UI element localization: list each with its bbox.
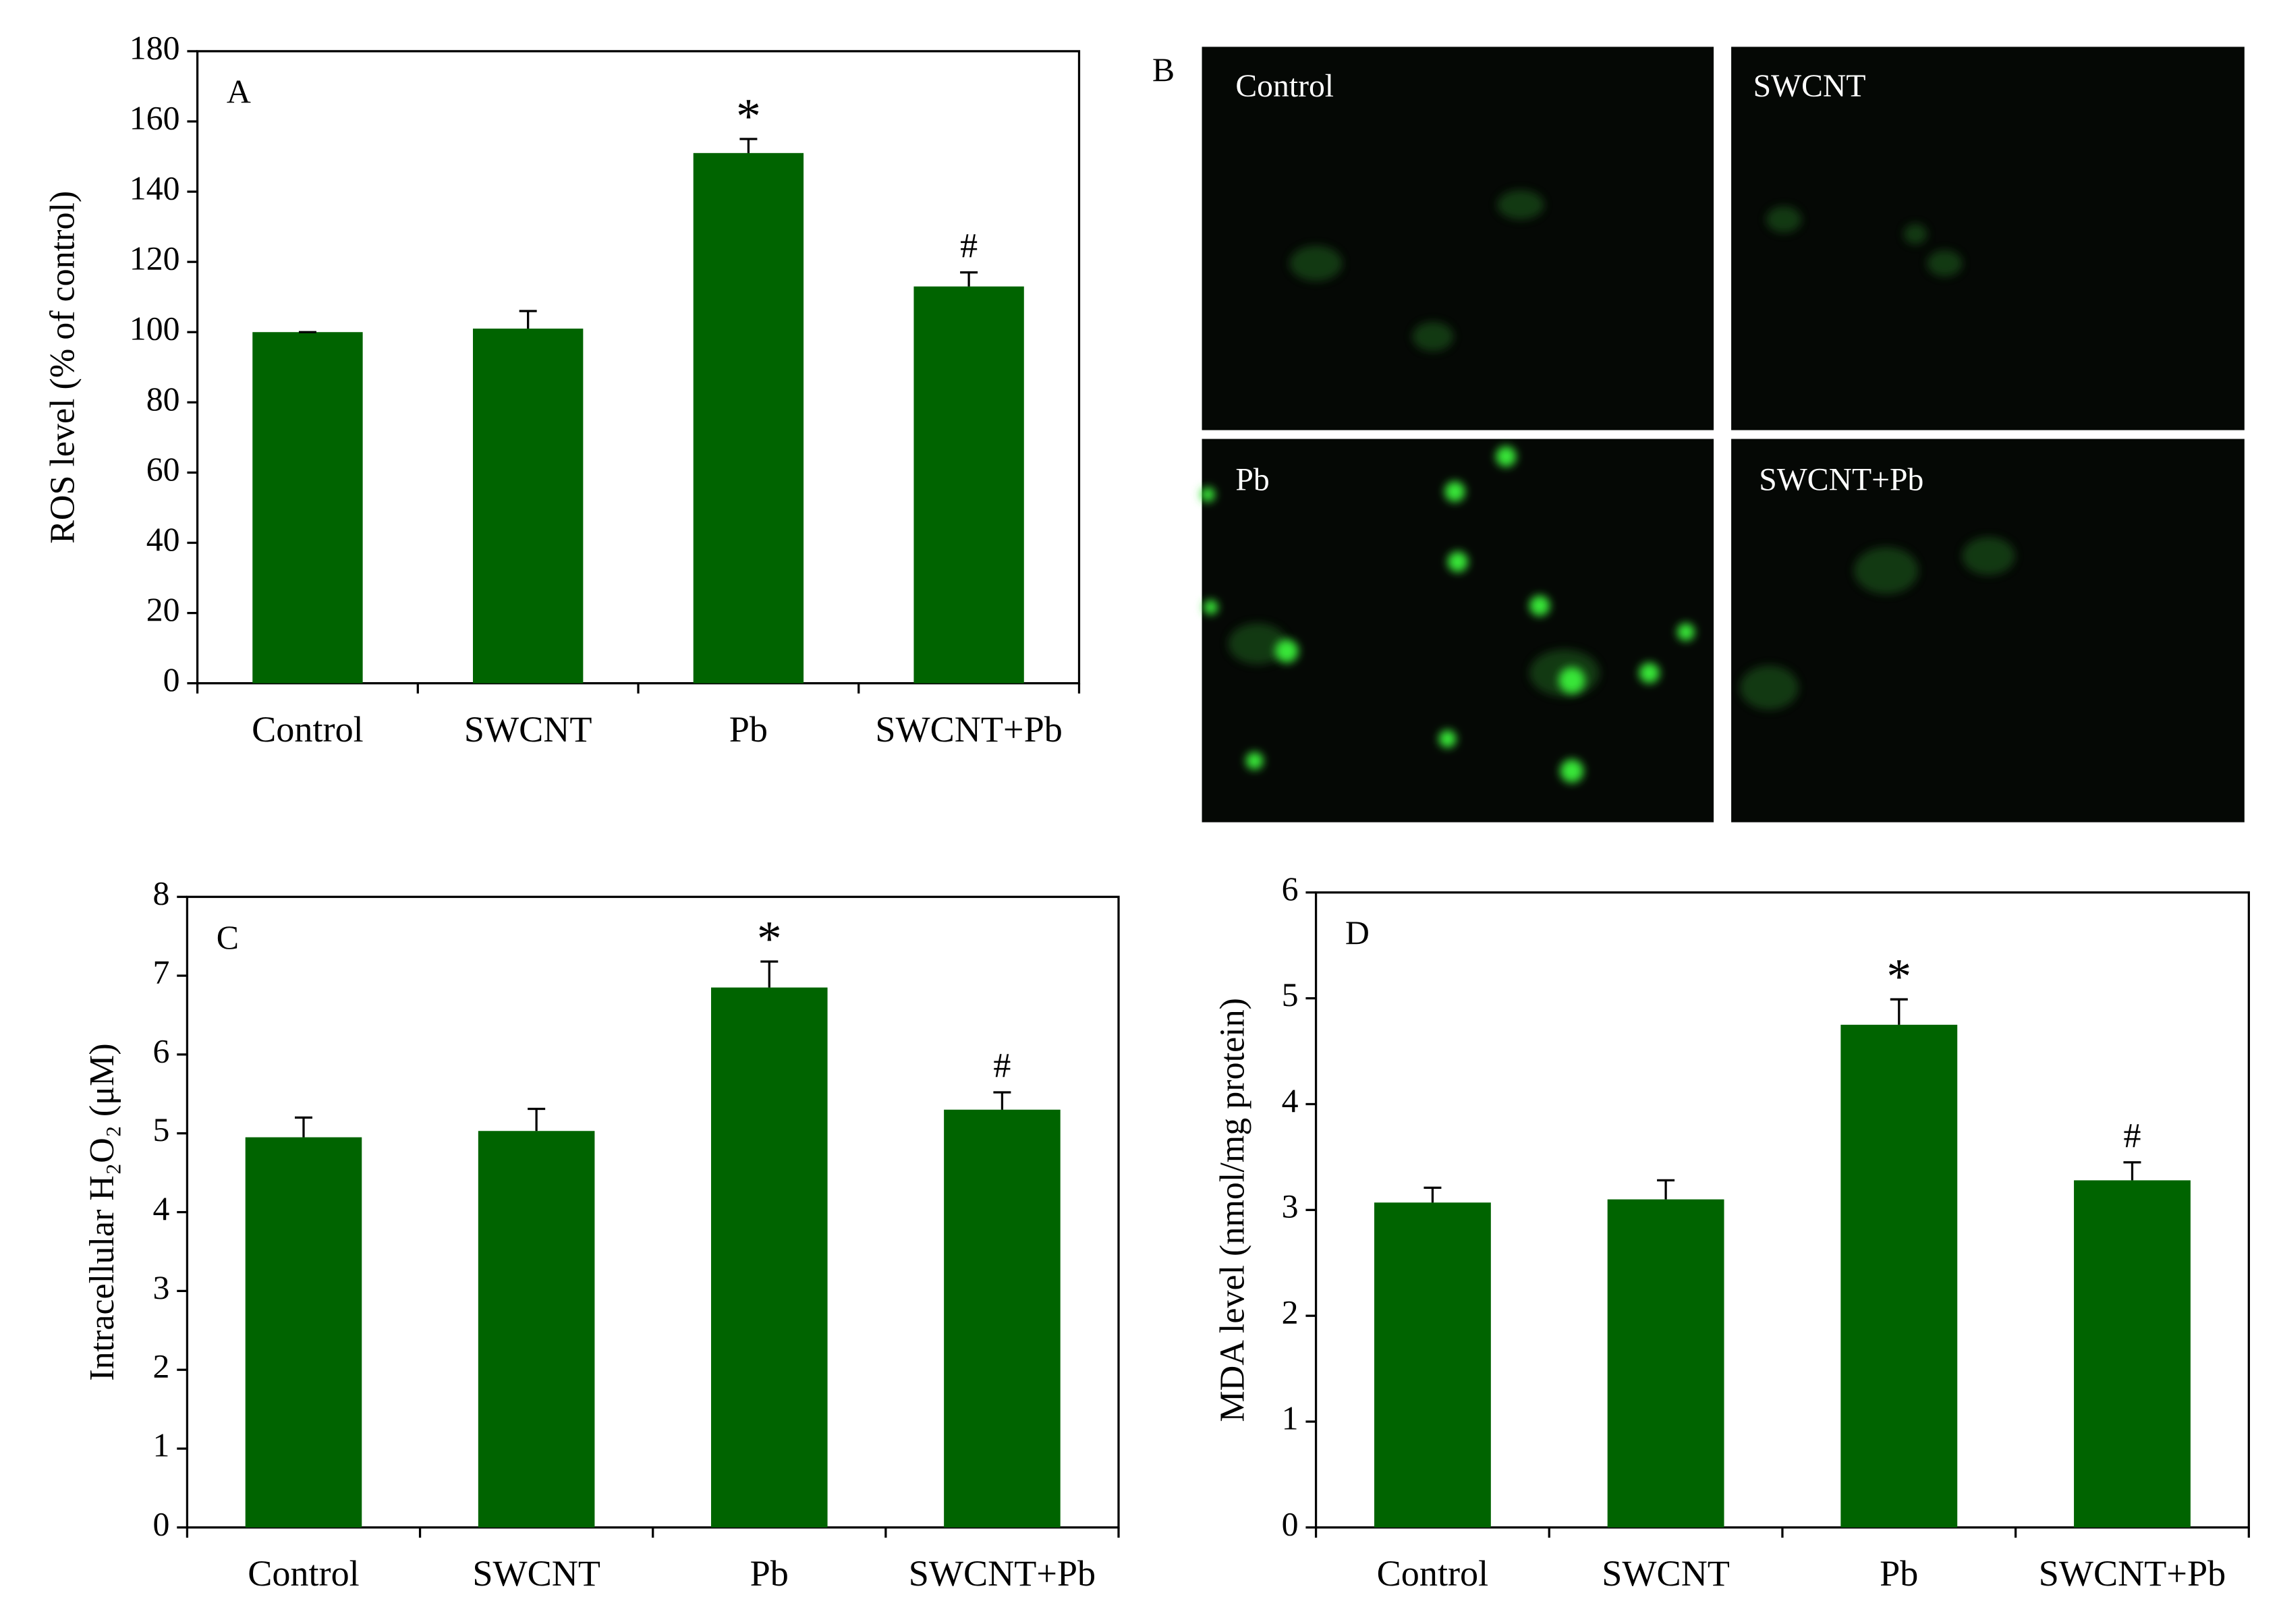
bar [245,1137,362,1528]
bar [1607,1199,1724,1528]
y-axis-label: MDA level (nmol/mg protein) [1213,998,1251,1422]
bar [913,286,1024,683]
significance-marker: * [757,911,782,966]
error-bar [993,1091,1011,1110]
x-tick-label: Pb [1880,1553,1918,1594]
error-bar [1890,998,1908,1025]
y-tick-label: 6 [1282,870,1299,907]
micrograph-title: Control [1235,69,1334,104]
y-tick-label: 20 [146,591,180,628]
y-tick-label: 0 [152,1505,169,1542]
x-tick-label: SWCNT [472,1553,600,1594]
x-tick-label: SWCNT [464,709,592,750]
bar [710,987,828,1528]
y-tick-label: 3 [152,1269,169,1306]
panel-label: B [1152,51,1175,88]
error-bar [1657,1179,1675,1200]
y-tick-label: 5 [152,1111,169,1148]
panel-label: A [227,73,251,110]
micrograph-title: SWCNT+Pb [1759,463,1923,498]
x-tick-label: Pb [750,1553,789,1594]
x-tick-label: SWCNT+Pb [909,1553,1096,1594]
significance-marker: * [736,88,761,144]
bar [693,152,804,683]
bar [2074,1180,2191,1528]
micrograph [1202,47,1714,430]
error-bar [1424,1186,1442,1203]
y-tick-label: 7 [152,954,169,991]
bar [472,329,584,683]
panel-label: C [217,919,239,956]
micrograph [1202,439,1714,822]
significance-marker: # [960,227,978,265]
x-tick-label: SWCNT+Pb [875,709,1062,750]
y-tick-label: 3 [1282,1188,1299,1225]
significance-marker: * [1886,949,1911,1004]
error-bar [294,1116,312,1138]
y-tick-label: 2 [1282,1294,1299,1331]
error-bar [739,138,758,153]
y-axis-label: Intracellular H₂O₂ (μM) [83,1043,121,1380]
bar [478,1131,595,1528]
cells [1228,190,2015,710]
x-tick-label: Pb [729,709,768,750]
significance-marker: # [993,1046,1011,1085]
bar [1840,1024,1958,1528]
micrograph [1731,439,2245,822]
x-tick-label: Control [1377,1553,1489,1594]
y-tick-label: 8 [152,875,169,912]
y-tick-label: 6 [152,1032,169,1069]
y-axis-label: ROS level (% of control) [43,191,82,544]
error-bar [2123,1161,2141,1181]
panel-label: D [1345,914,1370,951]
bright-cells [1200,446,1695,783]
y-tick-label: 1 [152,1426,169,1463]
significance-marker: # [2123,1117,2141,1155]
micrograph-grid [1200,47,2245,822]
y-tick-label: 2 [152,1348,169,1385]
y-tick-label: 4 [1282,1082,1299,1119]
y-tick-label: 160 [130,99,180,136]
y-tick-label: 4 [152,1190,169,1227]
y-tick-label: 180 [130,29,180,66]
error-bar [760,960,779,988]
bar [944,1109,1061,1528]
micrograph-title: Pb [1235,463,1269,498]
y-tick-label: 0 [1282,1505,1299,1542]
y-tick-label: 0 [163,661,180,698]
error-bar [960,271,978,287]
bar [252,332,363,683]
x-tick-label: SWCNT [1602,1553,1730,1594]
error-bar [519,310,537,329]
y-tick-label: 100 [130,310,180,347]
x-tick-label: SWCNT+Pb [2039,1553,2226,1594]
bar [1374,1202,1491,1528]
y-tick-label: 60 [146,451,180,488]
x-tick-label: Control [252,709,364,750]
error-bar [528,1107,546,1131]
micrograph [1731,47,2245,430]
y-tick-label: 140 [130,169,180,206]
y-tick-label: 5 [1282,976,1299,1013]
y-tick-label: 40 [146,521,180,558]
x-tick-label: Control [248,1553,360,1594]
y-tick-label: 120 [130,240,180,277]
y-tick-label: 80 [146,381,180,418]
y-tick-label: 1 [1282,1399,1299,1436]
micrograph-title: SWCNT [1753,69,1866,104]
